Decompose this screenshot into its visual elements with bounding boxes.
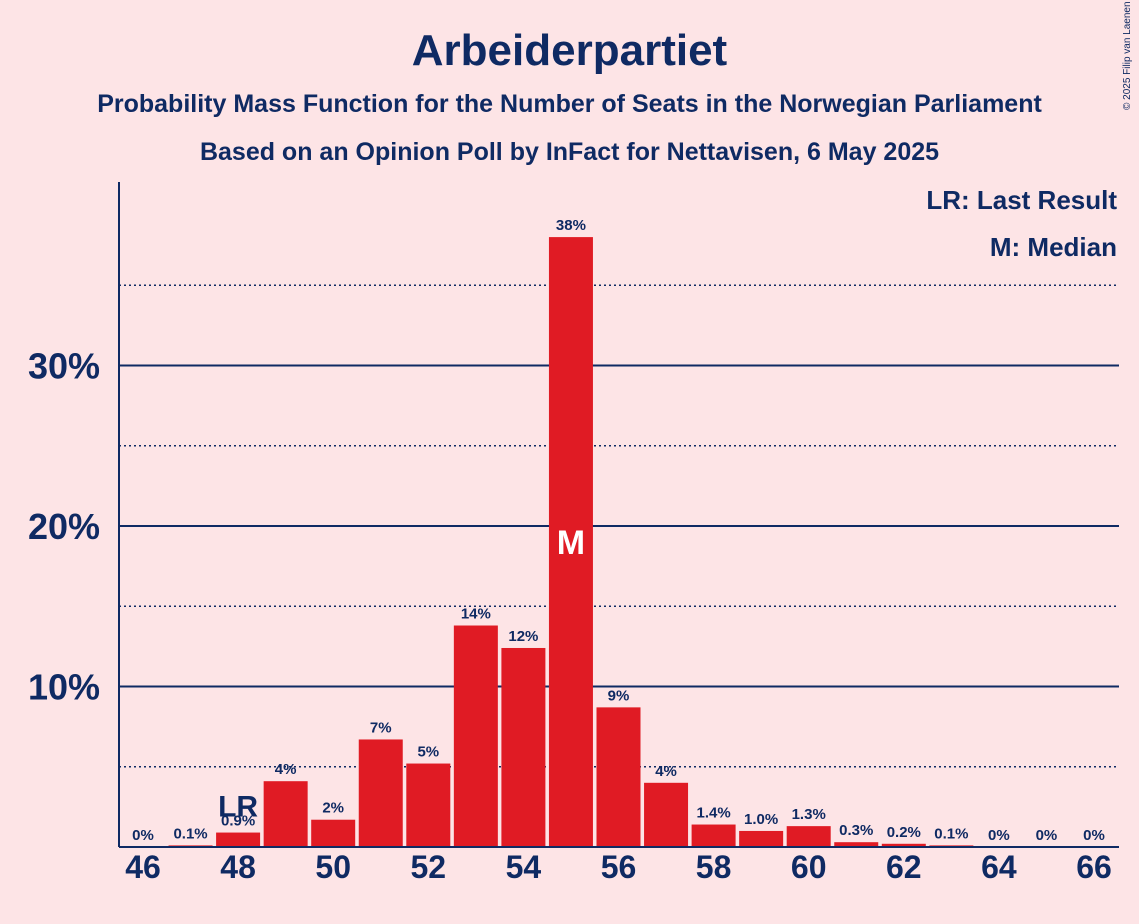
x-tick-label: 62 (886, 849, 922, 885)
data-label-seat-48: 0.9% (221, 813, 255, 830)
data-label-seat-66: 0% (1083, 827, 1105, 844)
legend-last-result: LR: Last Result (926, 185, 1117, 215)
x-tick-label: 54 (506, 849, 542, 885)
bar-seat-60 (786, 826, 831, 847)
x-tick-label: 52 (411, 849, 447, 885)
y-tick-label: 10% (28, 667, 100, 708)
bar-seat-62 (881, 843, 926, 847)
data-label-seat-61: 0.3% (839, 822, 873, 839)
x-tick-label: 60 (791, 849, 827, 885)
bar-seat-48 (216, 832, 261, 847)
data-label-seat-58: 1.4% (696, 805, 730, 822)
data-label-seat-56: 9% (608, 687, 630, 704)
data-label-seat-46: 0% (132, 827, 154, 844)
legend-median: M: Median (989, 232, 1117, 262)
data-label-seat-60: 1.3% (792, 806, 826, 823)
bar-seat-59 (739, 830, 784, 847)
y-tick-label: 30% (28, 346, 100, 387)
data-label-seat-54: 12% (508, 628, 538, 645)
data-label-seat-50: 2% (322, 800, 344, 817)
bar-seat-57 (644, 782, 689, 847)
data-label-seat-65: 0% (1036, 827, 1058, 844)
data-label-seat-53: 14% (461, 606, 491, 623)
x-tick-label: 50 (315, 849, 351, 885)
chart-subtitle-source: Based on an Opinion Poll by InFact for N… (199, 138, 940, 166)
data-label-seat-57: 4% (655, 763, 677, 780)
bar-seat-53 (453, 625, 498, 847)
x-tick-label: 46 (125, 849, 161, 885)
chart-title: Arbeiderpartiet (411, 26, 728, 75)
bar-seat-55 (548, 237, 593, 848)
bar-seat-61 (834, 842, 879, 847)
x-tick-label: 66 (1076, 849, 1112, 885)
data-label-seat-64: 0% (988, 827, 1010, 844)
bar-seat-52 (406, 763, 451, 847)
data-label-seat-51: 7% (370, 719, 392, 736)
x-tick-label: 56 (601, 849, 637, 885)
bar-seat-54 (501, 647, 546, 847)
data-label-seat-63: 0.1% (934, 825, 968, 842)
bar-seat-56 (596, 707, 641, 847)
bar-seat-50 (311, 819, 356, 847)
data-label-seat-52: 5% (417, 744, 439, 761)
bar-seat-51 (358, 739, 403, 847)
data-label-seat-62: 0.2% (887, 824, 921, 841)
y-tick-label: 20% (28, 506, 100, 547)
data-label-seat-59: 1.0% (744, 811, 778, 828)
data-label-seat-47: 0.1% (173, 825, 207, 842)
x-tick-label: 48 (220, 849, 256, 885)
bar-seat-49 (263, 781, 308, 847)
median-marker: M (557, 524, 585, 562)
last-result-marker: LR (218, 791, 258, 824)
x-tick-label: 64 (981, 849, 1017, 885)
x-tick-label: 58 (696, 849, 732, 885)
data-label-seat-49: 4% (275, 761, 297, 778)
bar-seat-58 (691, 824, 736, 847)
data-label-seat-55: 38% (556, 217, 586, 234)
chart-subtitle: Probability Mass Function for the Number… (97, 90, 1042, 118)
